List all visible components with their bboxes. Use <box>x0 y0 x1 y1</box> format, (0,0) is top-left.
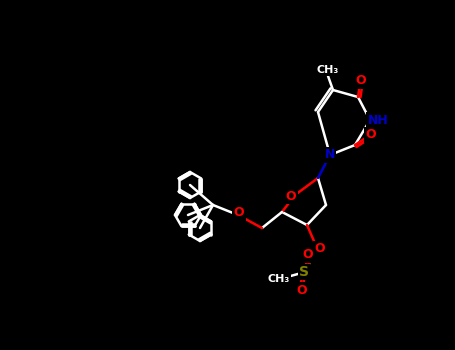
Text: O: O <box>297 284 307 296</box>
Text: N: N <box>325 148 335 161</box>
Text: O: O <box>234 206 244 219</box>
Text: NH: NH <box>368 113 389 126</box>
Text: CH₃: CH₃ <box>268 274 290 284</box>
Text: O: O <box>286 189 296 203</box>
Text: O: O <box>303 248 313 261</box>
Text: O: O <box>356 75 366 88</box>
Text: O: O <box>366 128 376 141</box>
Text: S: S <box>299 265 309 279</box>
Text: O: O <box>315 243 325 256</box>
Text: CH₃: CH₃ <box>317 65 339 75</box>
